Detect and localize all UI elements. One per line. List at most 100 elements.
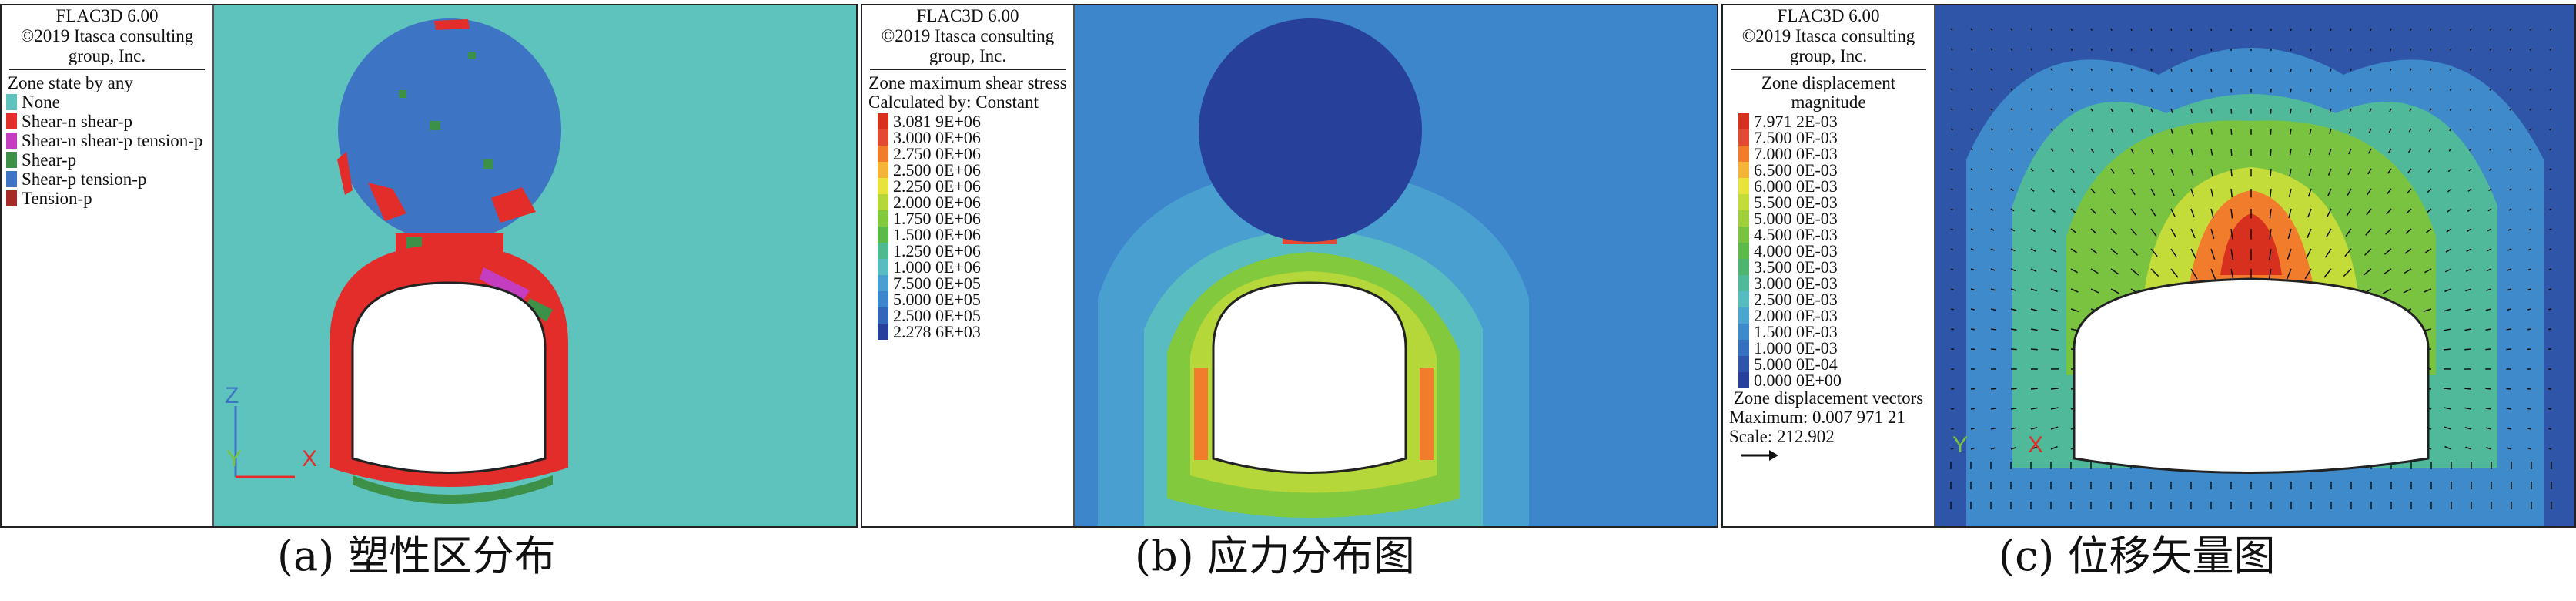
vector-arrow (2489, 148, 2492, 151)
vector-arrow (2509, 48, 2512, 51)
stress-concentration-left (1194, 368, 1208, 460)
vector-arrow (2289, 148, 2292, 156)
legend-label: 3.000 0E-03 (1754, 274, 1838, 293)
legend-divider (870, 69, 1066, 70)
vector-arrow (2464, 308, 2472, 311)
vector-arrow (2110, 148, 2115, 153)
legend-item: Shear-n shear-p (6, 112, 260, 131)
vector-arrow (2449, 108, 2452, 111)
vector-arrow (2343, 268, 2352, 277)
vector-arrow (2170, 128, 2173, 134)
vector-arrow (1970, 447, 1975, 450)
vector-arrow (2329, 108, 2332, 113)
vector-arrow (2507, 268, 2512, 271)
vector-arrow (2130, 48, 2133, 52)
legend-item: 7.971 2E-03 (1738, 113, 1934, 130)
vector-arrow (2190, 68, 2193, 72)
plastic-zone-plot: Z Y X (214, 5, 856, 526)
legend-label: 1.000 0E+06 (893, 257, 981, 277)
y-axis-label: Y (226, 446, 242, 472)
vector-arrow (2489, 88, 2492, 91)
vector-arrow (2347, 188, 2352, 196)
vector-arrow (2307, 208, 2312, 218)
legend-label: 3.081 9E+06 (893, 112, 981, 131)
vector-arrow (1970, 128, 1973, 131)
legend-swatch (1738, 129, 1749, 146)
vector-arrow (1950, 88, 1953, 91)
vector-arrow (2365, 228, 2372, 236)
shear-patch (468, 52, 476, 59)
vector-arrow (2344, 248, 2352, 257)
vector-arrow (1970, 28, 1973, 31)
vector-arrow (2429, 68, 2432, 71)
vector-arrow (1950, 168, 1953, 171)
legend-label: 6.500 0E-03 (1754, 160, 1838, 180)
vector-arrow (2010, 208, 2015, 212)
vector-arrow (2190, 88, 2193, 93)
vector-arrow (2509, 108, 2512, 111)
vector-arrow (1990, 447, 1996, 450)
legend-label: 5.000 0E+05 (893, 290, 981, 309)
vector-arrow (1990, 208, 1994, 211)
vector-arrow (2150, 88, 2153, 92)
vector-arrow (2010, 168, 2014, 171)
vector-arrow (2468, 148, 2472, 152)
vector-arrow (2170, 168, 2175, 176)
vector-arrow (2548, 328, 2552, 331)
vector-arrow (1950, 248, 1954, 250)
vector-arrow (1990, 268, 1996, 271)
vector-arrow (2310, 28, 2312, 32)
legend-label: 7.500 0E+05 (893, 274, 981, 293)
shear-patch (483, 159, 493, 169)
vector-arrow (2428, 148, 2432, 153)
vector-arrow (2110, 188, 2116, 195)
legend-label: Shear-p (22, 150, 77, 170)
vector-arrow (1970, 188, 1973, 191)
vectors-maximum: Maximum: 0.007 971 21 (1729, 408, 1905, 427)
vector-arrow (2030, 446, 2037, 450)
vector-arrow (2070, 208, 2076, 213)
vector-arrow (2210, 188, 2214, 197)
vector-arrow (2366, 208, 2372, 216)
legend-label: 6.000 0E-03 (1754, 176, 1838, 196)
legend-swatch (878, 178, 888, 194)
legend-item: 6.500 0E-03 (1738, 160, 1934, 180)
vector-arrow (2549, 168, 2552, 171)
vector-arrow (2350, 68, 2352, 72)
legend-item: 3.000 0E-03 (1738, 274, 1934, 293)
vector-arrow (2369, 88, 2372, 92)
vector-arrow (1990, 168, 1993, 171)
disp-zone-invert (2074, 468, 2428, 526)
vector-arrow (2386, 208, 2392, 215)
legend-item: 3.081 9E+06 (878, 112, 1073, 131)
legend-item: 1.000 0E-03 (1738, 340, 1934, 357)
vector-arrow (2429, 108, 2432, 112)
vector-arrow (1990, 408, 1996, 410)
vector-arrow (2269, 188, 2272, 198)
legend-item: 4.000 0E-03 (1738, 243, 1934, 260)
vector-arrow (2444, 445, 2452, 450)
plastic-patch (491, 187, 536, 223)
shear-patch (399, 90, 406, 98)
vector-arrow (2390, 28, 2392, 32)
vector-arrow (1970, 68, 1973, 71)
vector-arrow (1990, 288, 1996, 291)
vector-arrow (1990, 427, 1996, 430)
legend-label: Shear-n shear-p (22, 112, 133, 131)
vector-arrow (2290, 68, 2292, 72)
vector-arrow (2326, 228, 2332, 238)
legend-swatch (878, 307, 888, 324)
legend-label: 4.500 0E-03 (1754, 225, 1838, 244)
vector-arrow (2485, 328, 2492, 331)
stress-concentration-right (1420, 368, 1434, 460)
legend-item: Shear-p tension-p (6, 170, 260, 189)
legend-item: 7.500 0E+05 (878, 274, 1073, 293)
vector-arrow (2090, 168, 2095, 173)
vector-arrow (2424, 288, 2432, 293)
vector-arrow (2465, 288, 2472, 292)
vector-arrow (2230, 208, 2233, 219)
vector-arrow (2310, 88, 2312, 93)
legend-swatch (878, 275, 888, 291)
vector-arrow (2269, 208, 2272, 219)
vector-arrow (2010, 268, 2016, 272)
